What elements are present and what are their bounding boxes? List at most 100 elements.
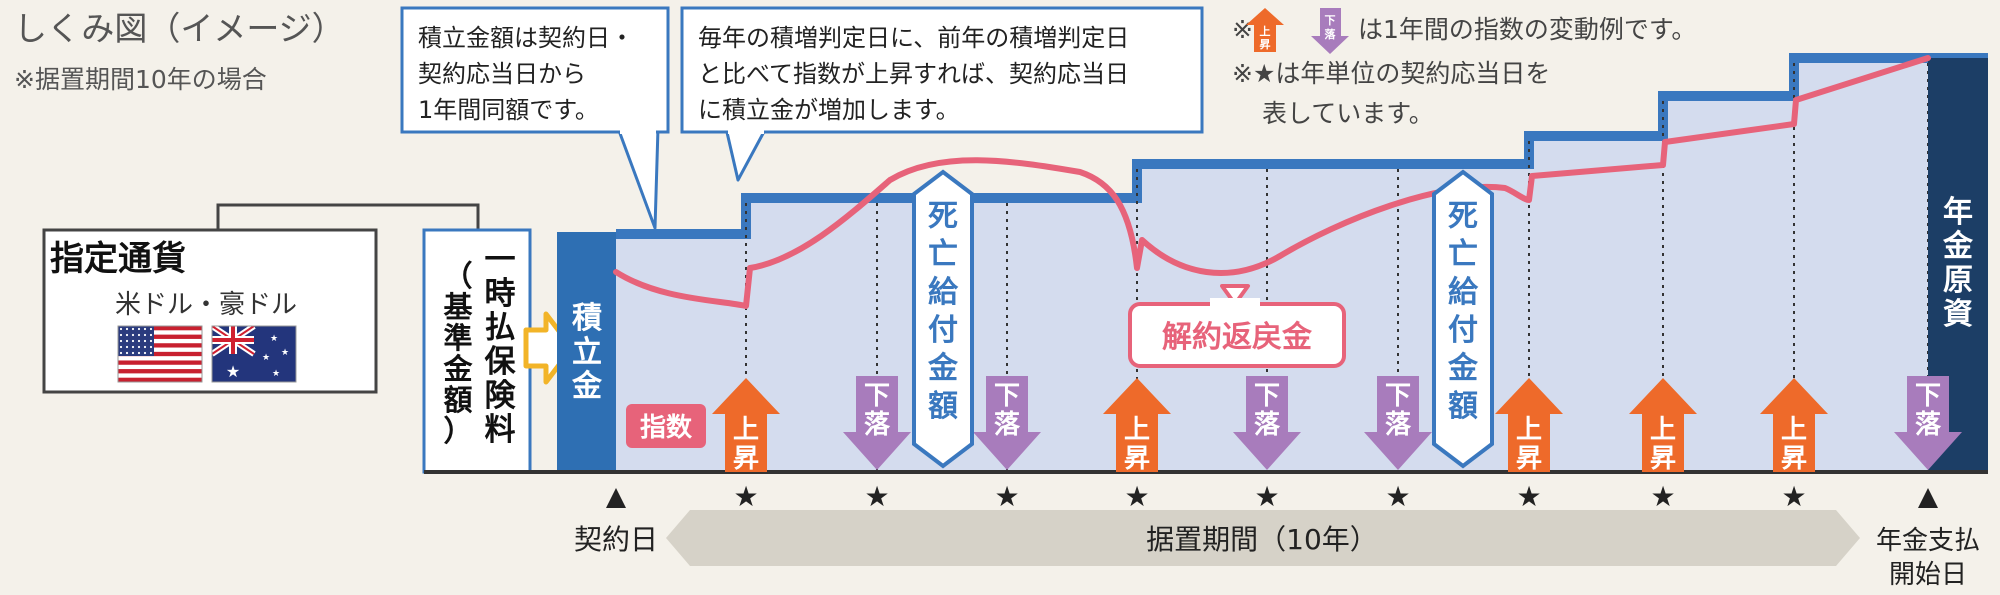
svg-text:指数: 指数 bbox=[640, 413, 693, 443]
anniversary-star-icon: ★ bbox=[1516, 480, 1541, 513]
svg-text:落: 落 bbox=[1325, 27, 1337, 41]
svg-text:上: 上 bbox=[733, 415, 759, 445]
svg-text:上: 上 bbox=[1260, 24, 1271, 38]
callout-fixed-line1: 積立金額は契約日・ bbox=[418, 24, 634, 52]
surrender-value-label: 解約返戻金 bbox=[1128, 284, 1346, 368]
svg-text:★: ★ bbox=[281, 348, 289, 358]
note-prefix: ※ bbox=[1232, 15, 1253, 44]
year-6-down-arrow-icon: 下落 bbox=[1364, 376, 1432, 470]
death-benefit-2-char: 付 bbox=[1448, 313, 1478, 348]
anniversary-star-icon: ★ bbox=[994, 480, 1019, 513]
lump-sum-box bbox=[422, 228, 532, 474]
note-line1: は1年間の指数の変動例です。 bbox=[1358, 15, 1696, 44]
lump-sum-main-char: 料 bbox=[485, 412, 516, 448]
death-benefit-1-char: 亡 bbox=[928, 237, 958, 272]
year-5-down-arrow-icon: 下落 bbox=[1233, 376, 1301, 470]
reserve-label-char: 積 bbox=[572, 301, 602, 336]
death-benefit-1-char: 付 bbox=[928, 313, 958, 348]
year-4-up-arrow-icon: 上昇 bbox=[1103, 378, 1171, 474]
svg-text:落: 落 bbox=[1385, 410, 1412, 440]
pay-start-marker bbox=[1918, 488, 1938, 508]
lump-sum-sub-char: 金 bbox=[442, 352, 473, 386]
lump-sum-main-char: 一 bbox=[485, 242, 516, 278]
callout-rule-line2: と比べて指数が上昇すれば、契約応当日 bbox=[698, 60, 1129, 88]
currency-connector bbox=[216, 203, 480, 230]
pay-start-label-1: 年金支払 bbox=[1876, 526, 1980, 556]
svg-text:昇: 昇 bbox=[1650, 444, 1676, 474]
svg-text:下: 下 bbox=[1254, 381, 1280, 411]
lump-sum-sub-char: （ bbox=[443, 259, 472, 293]
svg-text:昇: 昇 bbox=[1124, 444, 1150, 474]
lump-sum-main-char: 険 bbox=[485, 378, 517, 414]
lump-sum-main-char: 払 bbox=[485, 310, 516, 346]
death-benefit-2-char: 給 bbox=[1448, 275, 1479, 310]
svg-text:下: 下 bbox=[1915, 381, 1941, 411]
contract-day-label: 契約日 bbox=[574, 523, 658, 556]
death-benefit-1-char: 金 bbox=[927, 351, 959, 386]
currency-box bbox=[42, 228, 378, 394]
us-flag-icon bbox=[118, 326, 202, 382]
reserve-label-char: 立 bbox=[572, 335, 602, 370]
death-benefit-1-char: 死 bbox=[928, 199, 958, 234]
death-benefit-1-char: 額 bbox=[928, 389, 958, 424]
deferral-period-band bbox=[666, 510, 1860, 566]
svg-text:★: ★ bbox=[262, 353, 270, 363]
death-benefit-2-char: 亡 bbox=[1448, 237, 1478, 272]
page-title: しくみ図（イメージ） bbox=[14, 9, 345, 48]
death-benefit-2-char: 額 bbox=[1448, 389, 1478, 424]
pay-start-label-2: 開始日 bbox=[1889, 560, 1967, 590]
svg-text:落: 落 bbox=[1915, 410, 1942, 440]
death-benefit-2-char: 死 bbox=[1448, 199, 1478, 234]
callout-rule-line1: 毎年の積増判定日に、前年の積増判定日 bbox=[698, 24, 1129, 52]
svg-text:下: 下 bbox=[1385, 381, 1411, 411]
svg-text:昇: 昇 bbox=[1260, 38, 1271, 51]
annuity-label-char: 金 bbox=[1942, 229, 1974, 264]
deferral-period-label: 据置期間（10年） bbox=[1146, 523, 1378, 556]
year-9-up-arrow-icon: 上昇 bbox=[1760, 378, 1828, 474]
callout-rule-line3: に積立金が増加します。 bbox=[698, 96, 960, 124]
note-line3: 表しています。 bbox=[1262, 99, 1434, 128]
index-badge: 指数 bbox=[626, 404, 706, 448]
legend-down-icon: 下 落 bbox=[1311, 8, 1349, 54]
page-subtitle: ※据置期間10年の場合 bbox=[14, 65, 267, 94]
anniversary-star-icon: ★ bbox=[1254, 480, 1279, 513]
svg-text:下: 下 bbox=[994, 381, 1020, 411]
annuity-label-char: 原 bbox=[1943, 263, 1973, 298]
reserve-bar bbox=[557, 232, 616, 472]
anniversary-star-icon: ★ bbox=[1650, 480, 1675, 513]
svg-text:昇: 昇 bbox=[733, 444, 759, 474]
contract-day-marker bbox=[606, 488, 626, 508]
year-1-up-arrow-icon: 上昇 bbox=[712, 378, 780, 474]
year-7-up-arrow-icon: 上昇 bbox=[1495, 378, 1563, 474]
reserve-label-char: 金 bbox=[571, 369, 603, 404]
svg-text:★: ★ bbox=[270, 334, 278, 344]
anniversary-star-icon: ★ bbox=[1385, 480, 1410, 513]
annuity-label-char: 資 bbox=[1943, 297, 1973, 332]
lump-sum-main-char: 保 bbox=[485, 344, 517, 380]
svg-text:上: 上 bbox=[1650, 415, 1676, 445]
svg-text:落: 落 bbox=[994, 410, 1021, 440]
year-10-down-arrow-icon: 下落 bbox=[1894, 376, 1962, 470]
year-8-up-arrow-icon: 上昇 bbox=[1629, 378, 1697, 474]
anniversary-star-icon: ★ bbox=[733, 480, 758, 513]
svg-text:落: 落 bbox=[1254, 410, 1281, 440]
svg-text:解約返戻金: 解約返戻金 bbox=[1162, 320, 1313, 355]
lump-sum-sub-char: 基 bbox=[443, 290, 473, 324]
anniversary-star-icon: ★ bbox=[1781, 480, 1806, 513]
lump-sum-main-char: 時 bbox=[485, 276, 516, 312]
lump-sum-sub-char: 額 bbox=[443, 383, 472, 417]
svg-text:昇: 昇 bbox=[1781, 444, 1807, 474]
svg-text:上: 上 bbox=[1781, 415, 1807, 445]
death-benefit-2-char: 金 bbox=[1447, 351, 1479, 386]
svg-text:下: 下 bbox=[864, 381, 890, 411]
year-3-down-arrow-icon: 下落 bbox=[973, 376, 1041, 470]
annuity-label-char: 年 bbox=[1943, 195, 1973, 230]
callout-fixed-line3: 1年間同額です。 bbox=[418, 96, 599, 124]
callout-increase-rule: 毎年の積増判定日に、前年の積増判定日 と比べて指数が上昇すれば、契約応当日 に積… bbox=[680, 6, 1204, 182]
au-flag-icon: ★ ★ ★ ★ ★ bbox=[212, 326, 296, 382]
note-line2: ※★は年単位の契約応当日を bbox=[1232, 59, 1550, 88]
svg-text:上: 上 bbox=[1516, 415, 1542, 445]
